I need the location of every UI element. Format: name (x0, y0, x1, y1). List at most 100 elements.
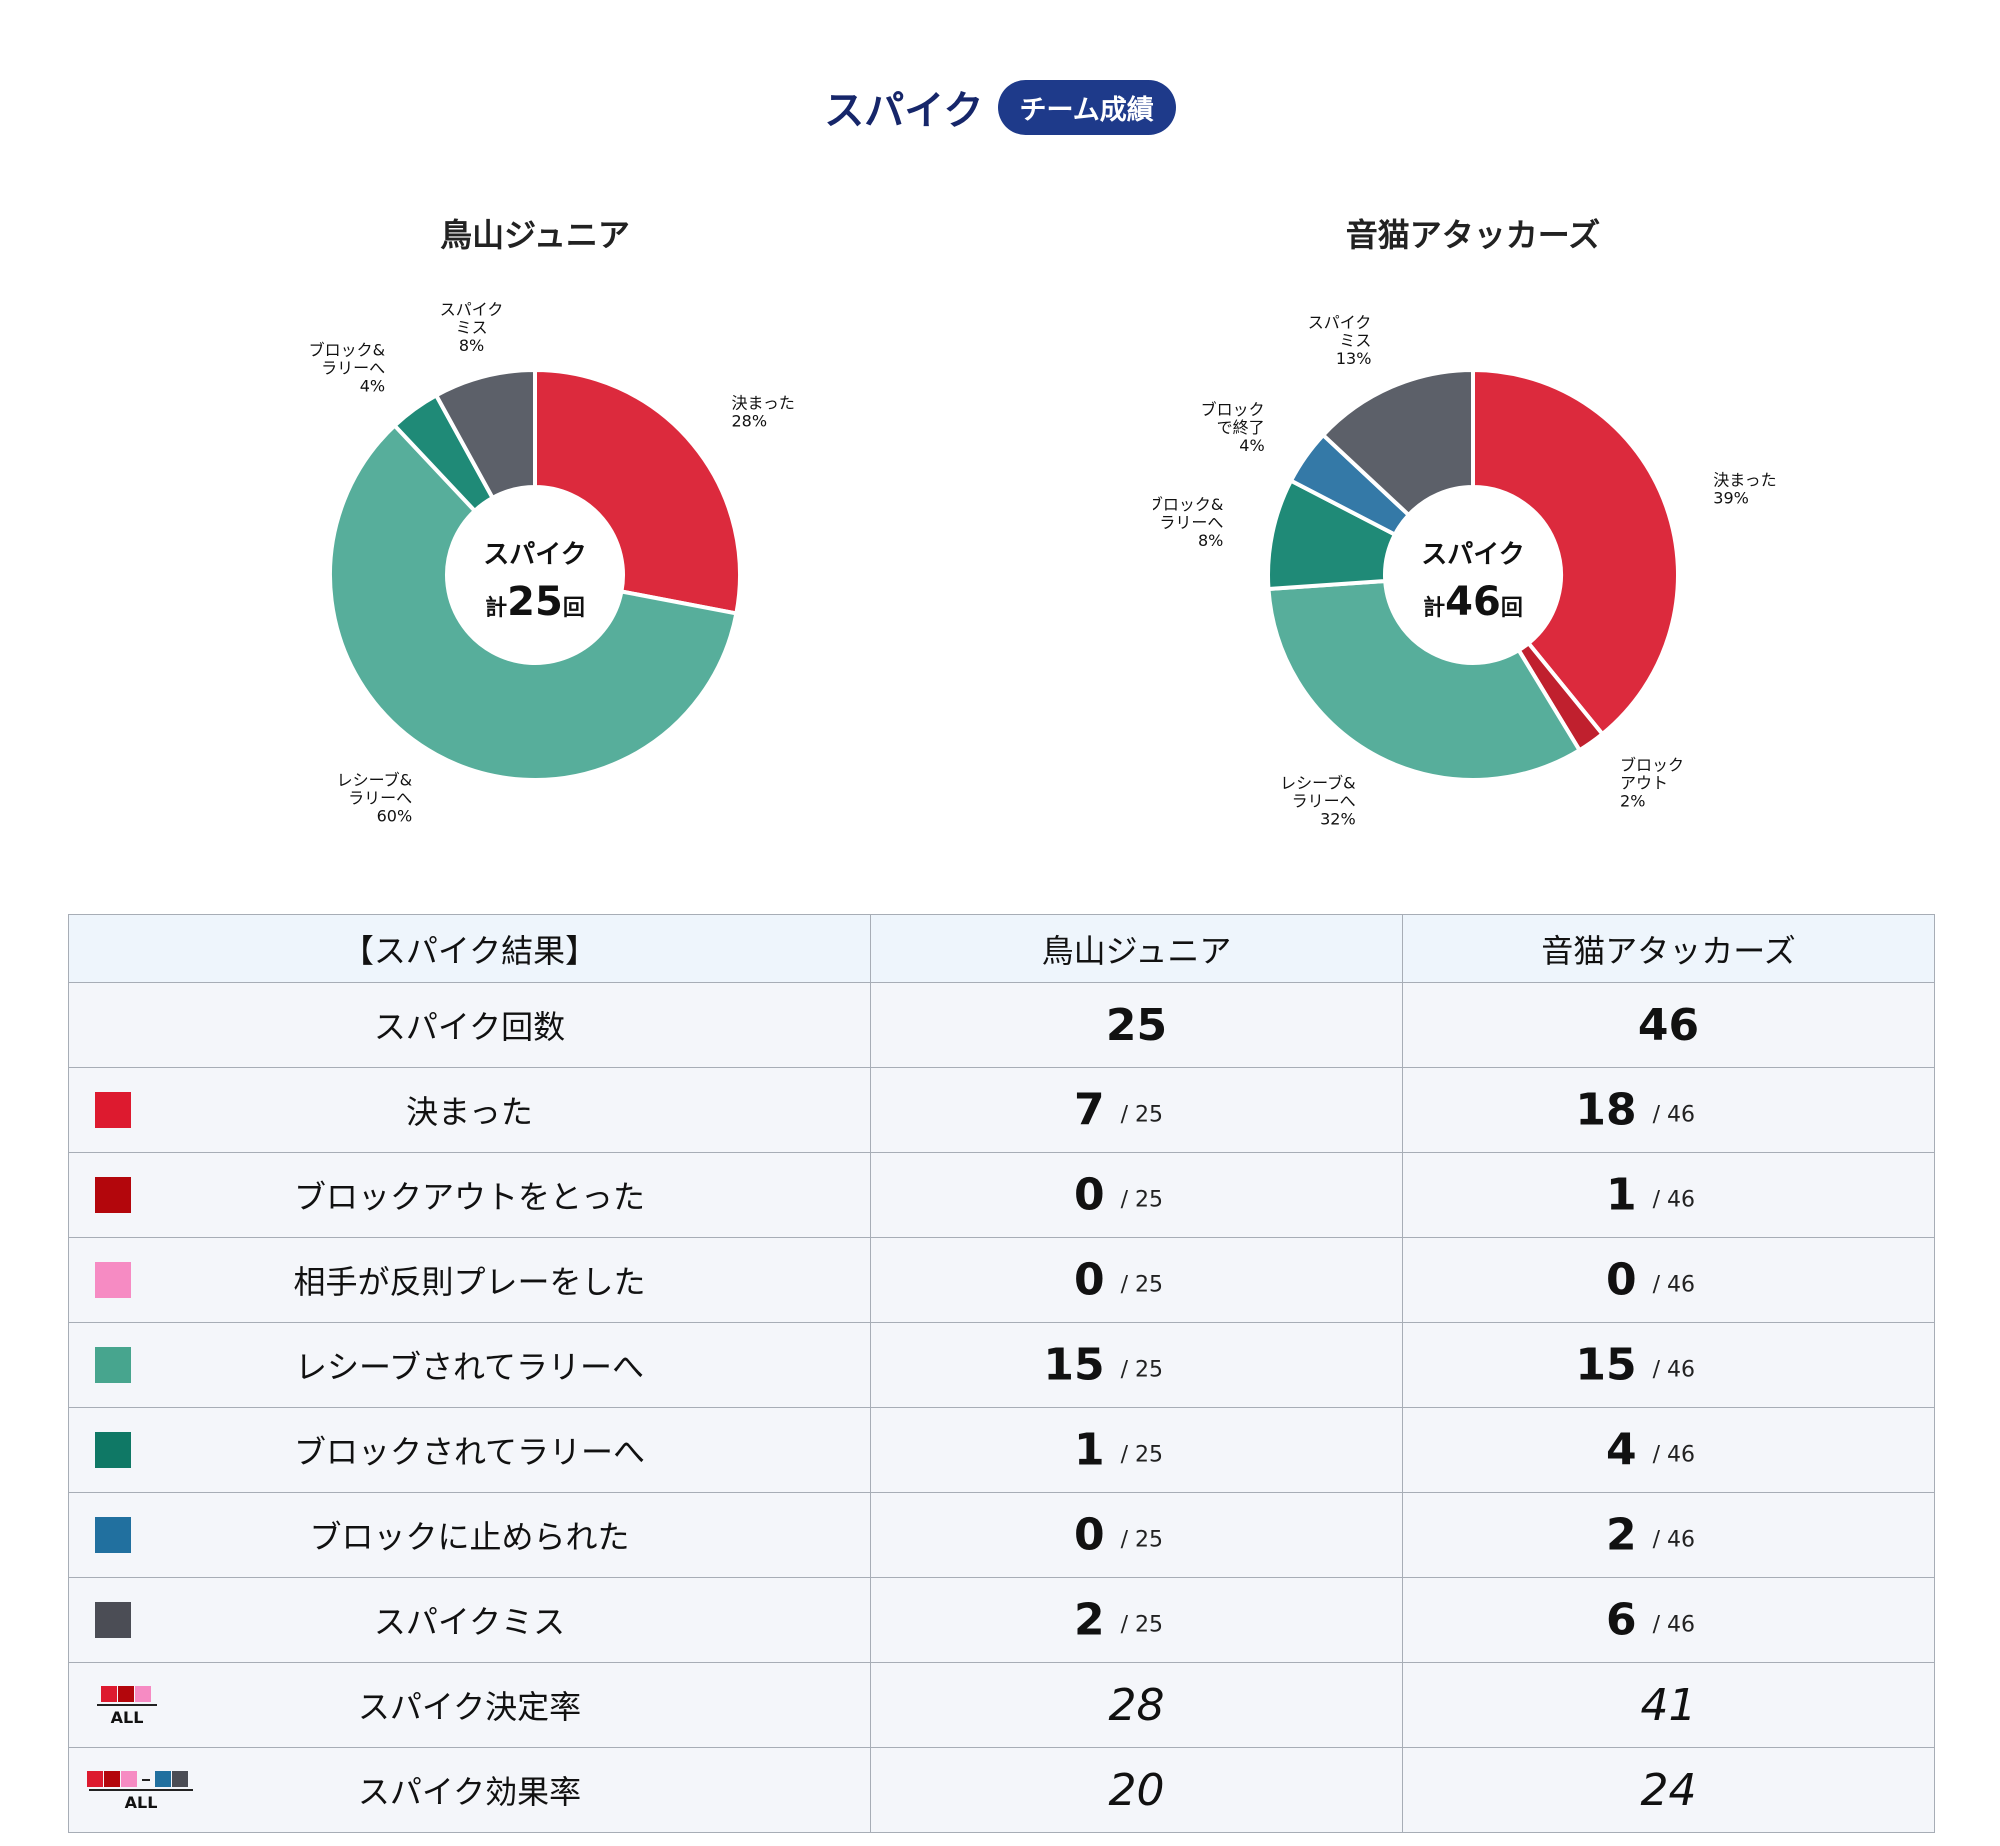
row-label: スパイク決定率 (357, 1688, 582, 1726)
table-row: スパイクミス 2 / 25 6 / 46 (68, 1577, 1935, 1663)
slice-label: ラリーへ (1159, 513, 1223, 532)
team1-denominator: / 25 (1120, 1357, 1163, 1383)
section-title: スパイク (824, 88, 984, 134)
team2-denominator: / 46 (1652, 1102, 1695, 1128)
team1-total: 25 (1105, 999, 1168, 1051)
row-label-total: スパイク回数 (68, 982, 871, 1068)
team1-denominator: / 25 (1120, 1527, 1163, 1553)
donut-center-total: 計46回 (1423, 579, 1523, 625)
team1-donut-chart: 決まった28%レシーブ&ラリーへ60%ブロック&ラリーへ4%スパイクミス8%スパ… (309, 300, 795, 825)
team2-value: 4 (1606, 1424, 1637, 1476)
header-category: 【スパイク結果】 (68, 914, 871, 983)
team2-denominator: / 46 (1652, 1357, 1695, 1383)
slice-label: スパイク (1308, 313, 1372, 332)
table-row: ブロックされてラリーへ 1 / 25 4 / 46 (68, 1407, 1935, 1493)
slice-label: ブロック& (309, 341, 385, 360)
team1-value: 7 (1074, 1084, 1105, 1136)
table-row: レシーブされてラリーへ 15 / 25 15 / 46 (68, 1322, 1935, 1408)
donut-slice (433, 367, 537, 501)
team-results-badge: チーム成績 (997, 79, 1176, 135)
color-swatch (95, 1347, 131, 1383)
table-row-rate: ALL スパイク効果率 20 24 (68, 1747, 1935, 1833)
team2-value: 15 (1575, 1339, 1637, 1391)
donut-slice (1266, 578, 1583, 782)
slice-label: 8% (459, 336, 484, 355)
kill-rate-icon: ALL (97, 1686, 157, 1727)
color-swatch (95, 1602, 131, 1638)
color-swatch (95, 1092, 131, 1128)
team1-value: 0 (1074, 1254, 1105, 1306)
row-label: ブロックされてラリーへ (293, 1433, 646, 1471)
donut-center-total: 計25回 (485, 579, 585, 625)
table-row: ブロックに止められた 0 / 25 2 / 46 (68, 1492, 1935, 1578)
color-swatch (95, 1177, 131, 1213)
team1-denominator: / 25 (1120, 1102, 1163, 1128)
slice-label: レシーブ& (1280, 773, 1356, 792)
row-label: 決まった (406, 1093, 533, 1131)
row-label: 相手が反則プレーをした (293, 1263, 646, 1301)
slice-label: 決まった (1713, 471, 1776, 490)
team2-value: 18 (1575, 1084, 1637, 1136)
efficiency-rate-icon-text: ALL (125, 1793, 158, 1812)
team1-kill-rate: 28 (1108, 1679, 1165, 1731)
slice-label: アウト (1620, 773, 1668, 792)
donut-slice (328, 422, 739, 782)
donut-slice (1320, 367, 1475, 518)
team2-denominator: / 46 (1652, 1612, 1695, 1638)
table-row-total: スパイク回数 25 46 (68, 982, 1935, 1068)
kill-rate-icon-text: ALL (111, 1708, 144, 1727)
section-header: スパイク チーム成績 (0, 78, 2000, 148)
slice-label: ブロック& (1153, 495, 1223, 514)
slice-label: ラリーへ (348, 788, 412, 807)
spike-results-table: 【スパイク結果】 鳥山ジュニア 音猫アタッカーズ スパイク回数 25 46 決ま… (68, 914, 1935, 1833)
slice-label: 決まった (731, 393, 794, 412)
team2-value: 0 (1606, 1254, 1637, 1306)
color-swatch (95, 1517, 131, 1553)
slice-label: 4% (1239, 436, 1264, 455)
color-swatch (95, 1432, 131, 1468)
team1-value: 0 (1074, 1169, 1105, 1221)
table-row: 決まった 7 / 25 18 / 46 (68, 1067, 1935, 1153)
slice-label: ミス (456, 318, 488, 337)
slice-label: ラリーへ (321, 359, 385, 378)
team1-value: 2 (1074, 1594, 1105, 1646)
team2-kill-rate: 41 (1640, 1679, 1697, 1731)
team2-donut-chart: 決まった39%ブロックアウト2%レシーブ&ラリーへ32%ブロック&ラリーへ8%ブ… (1153, 313, 1777, 828)
slice-label: スパイク (440, 300, 504, 319)
slice-label: 2% (1620, 791, 1645, 810)
team1-denominator: / 25 (1120, 1187, 1163, 1213)
team1-denominator: / 25 (1120, 1272, 1163, 1298)
team1-value: 1 (1074, 1424, 1105, 1476)
team1-denominator: / 25 (1120, 1612, 1163, 1638)
slice-label: 60% (377, 806, 413, 825)
team2-value: 1 (1606, 1169, 1637, 1221)
table-row: ブロックアウトをとった 0 / 25 1 / 46 (68, 1152, 1935, 1238)
row-label: スパイク効果率 (357, 1773, 582, 1811)
team2-value: 6 (1606, 1594, 1637, 1646)
slice-label: 28% (731, 411, 767, 430)
slice-label: ブロック (1620, 755, 1684, 774)
table-row: 相手が反則プレーをした 0 / 25 0 / 46 (68, 1237, 1935, 1323)
row-label: レシーブされてラリーへ (294, 1348, 645, 1386)
team2-value: 2 (1606, 1509, 1637, 1561)
donut-center-title: スパイク (483, 540, 586, 570)
team1-denominator: / 25 (1120, 1442, 1163, 1468)
row-label: ブロックアウトをとった (293, 1178, 646, 1216)
team2-efficiency-rate: 24 (1640, 1764, 1697, 1816)
slice-label: ラリーへ (1292, 791, 1356, 810)
donut-center-title: スパイク (1421, 540, 1524, 570)
team2-denominator: / 46 (1652, 1187, 1695, 1213)
header-team2: 音猫アタッカーズ (1402, 914, 1935, 983)
team2-denominator: / 46 (1652, 1527, 1695, 1553)
table-header-row: 【スパイク結果】 鳥山ジュニア 音猫アタッカーズ (68, 914, 1935, 983)
row-label: スパイクミス (373, 1603, 566, 1641)
slice-label: で終了 (1217, 418, 1265, 437)
slice-label: 8% (1198, 531, 1223, 550)
slice-label: ミス (1339, 331, 1371, 350)
color-swatch (95, 1262, 131, 1298)
team2-total: 46 (1637, 999, 1700, 1051)
team1-efficiency-rate: 20 (1108, 1764, 1165, 1816)
slice-label: 39% (1713, 489, 1749, 508)
slice-label: レシーブ& (337, 770, 413, 789)
slice-label: ブロック (1201, 400, 1265, 419)
